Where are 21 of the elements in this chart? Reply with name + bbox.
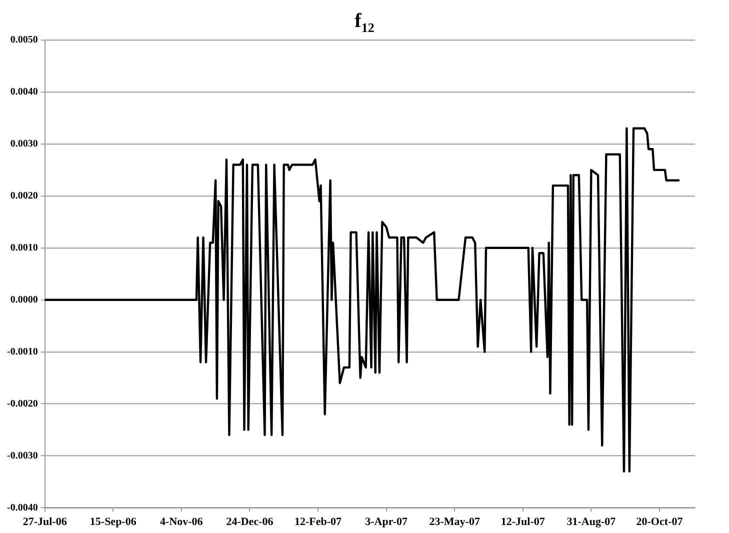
x-tick-label: 24-Dec-06 [226, 516, 274, 528]
x-tick-label: 3-Apr-07 [365, 516, 408, 528]
y-tick-label: 0.0030 [10, 138, 38, 150]
y-tick-label: 0.0000 [10, 294, 38, 306]
y-tick-label: -0.0030 [6, 450, 38, 462]
y-tick-label: 0.0010 [10, 242, 38, 254]
y-tick-label: 0.0040 [10, 86, 38, 98]
x-tick-label: 31-Aug-07 [566, 516, 616, 528]
x-tick-label: 15-Sep-06 [90, 516, 137, 528]
x-tick-label: 4-Nov-06 [160, 516, 204, 528]
y-tick-label: -0.0020 [6, 398, 38, 410]
chart-title: f$_{12}$ [354, 10, 376, 36]
y-tick-label: -0.0040 [6, 502, 38, 514]
x-tick-label: 23-May-07 [429, 516, 480, 528]
x-tick-label: 12-Jul-07 [500, 516, 546, 528]
y-tick-label: 0.0020 [10, 190, 38, 202]
y-tick-label: 0.0050 [10, 34, 38, 46]
x-tick-label: 12-Feb-07 [294, 516, 342, 528]
x-tick-label: 27-Jul-06 [22, 516, 68, 528]
y-tick-label: -0.0010 [6, 346, 38, 358]
x-tick-label: 20-Oct-07 [636, 516, 684, 528]
